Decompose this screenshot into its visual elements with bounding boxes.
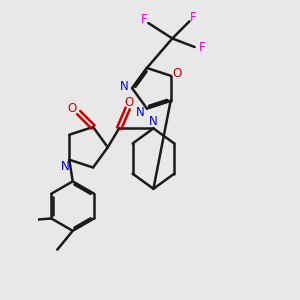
Text: N: N	[61, 160, 70, 173]
Text: O: O	[68, 102, 77, 115]
Text: O: O	[172, 68, 182, 80]
Text: N: N	[149, 115, 158, 128]
Text: N: N	[120, 80, 129, 93]
Text: O: O	[125, 96, 134, 109]
Text: F: F	[141, 13, 148, 26]
Text: F: F	[199, 40, 206, 53]
Text: N: N	[136, 106, 145, 119]
Text: F: F	[190, 11, 197, 24]
